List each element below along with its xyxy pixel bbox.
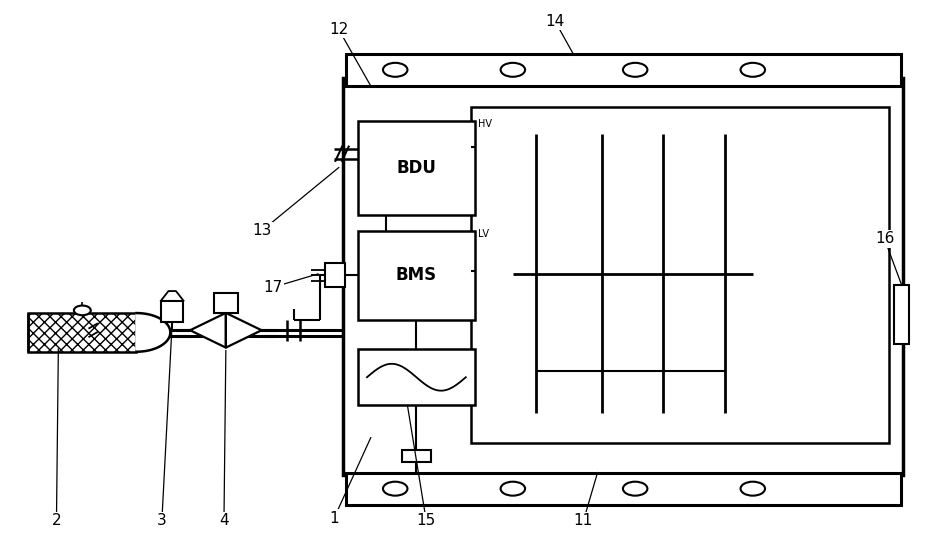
Text: 16: 16 — [875, 231, 894, 246]
Circle shape — [73, 306, 90, 315]
Polygon shape — [190, 313, 226, 347]
Text: BMS: BMS — [396, 266, 437, 284]
Text: 1: 1 — [329, 511, 339, 526]
Circle shape — [383, 482, 407, 496]
Text: 13: 13 — [252, 223, 271, 238]
Bar — [28, 313, 136, 352]
Text: 2: 2 — [52, 513, 61, 528]
Bar — [161, 301, 183, 322]
Text: 17: 17 — [263, 280, 282, 295]
Bar — [343, 78, 903, 475]
Circle shape — [741, 63, 765, 77]
Text: 4: 4 — [219, 513, 229, 528]
Bar — [402, 450, 430, 462]
Polygon shape — [136, 313, 170, 352]
Text: 12: 12 — [329, 22, 348, 37]
Text: 14: 14 — [546, 14, 565, 29]
Bar — [358, 231, 475, 320]
Bar — [346, 54, 901, 86]
Text: LV: LV — [478, 229, 489, 238]
Text: BDU: BDU — [396, 159, 437, 177]
Bar — [346, 473, 901, 505]
Text: 15: 15 — [417, 513, 436, 528]
Bar — [358, 349, 475, 405]
Circle shape — [623, 482, 647, 496]
Polygon shape — [226, 313, 262, 347]
Circle shape — [383, 63, 407, 77]
Text: HV: HV — [478, 119, 492, 128]
Bar — [358, 121, 475, 215]
Circle shape — [623, 63, 647, 77]
Circle shape — [501, 482, 525, 496]
Circle shape — [741, 482, 765, 496]
Bar — [894, 285, 909, 344]
Bar — [214, 293, 238, 313]
Text: 3: 3 — [157, 513, 167, 528]
Bar — [470, 107, 889, 443]
Text: 11: 11 — [574, 513, 593, 528]
Circle shape — [501, 63, 525, 77]
Bar — [325, 263, 345, 287]
